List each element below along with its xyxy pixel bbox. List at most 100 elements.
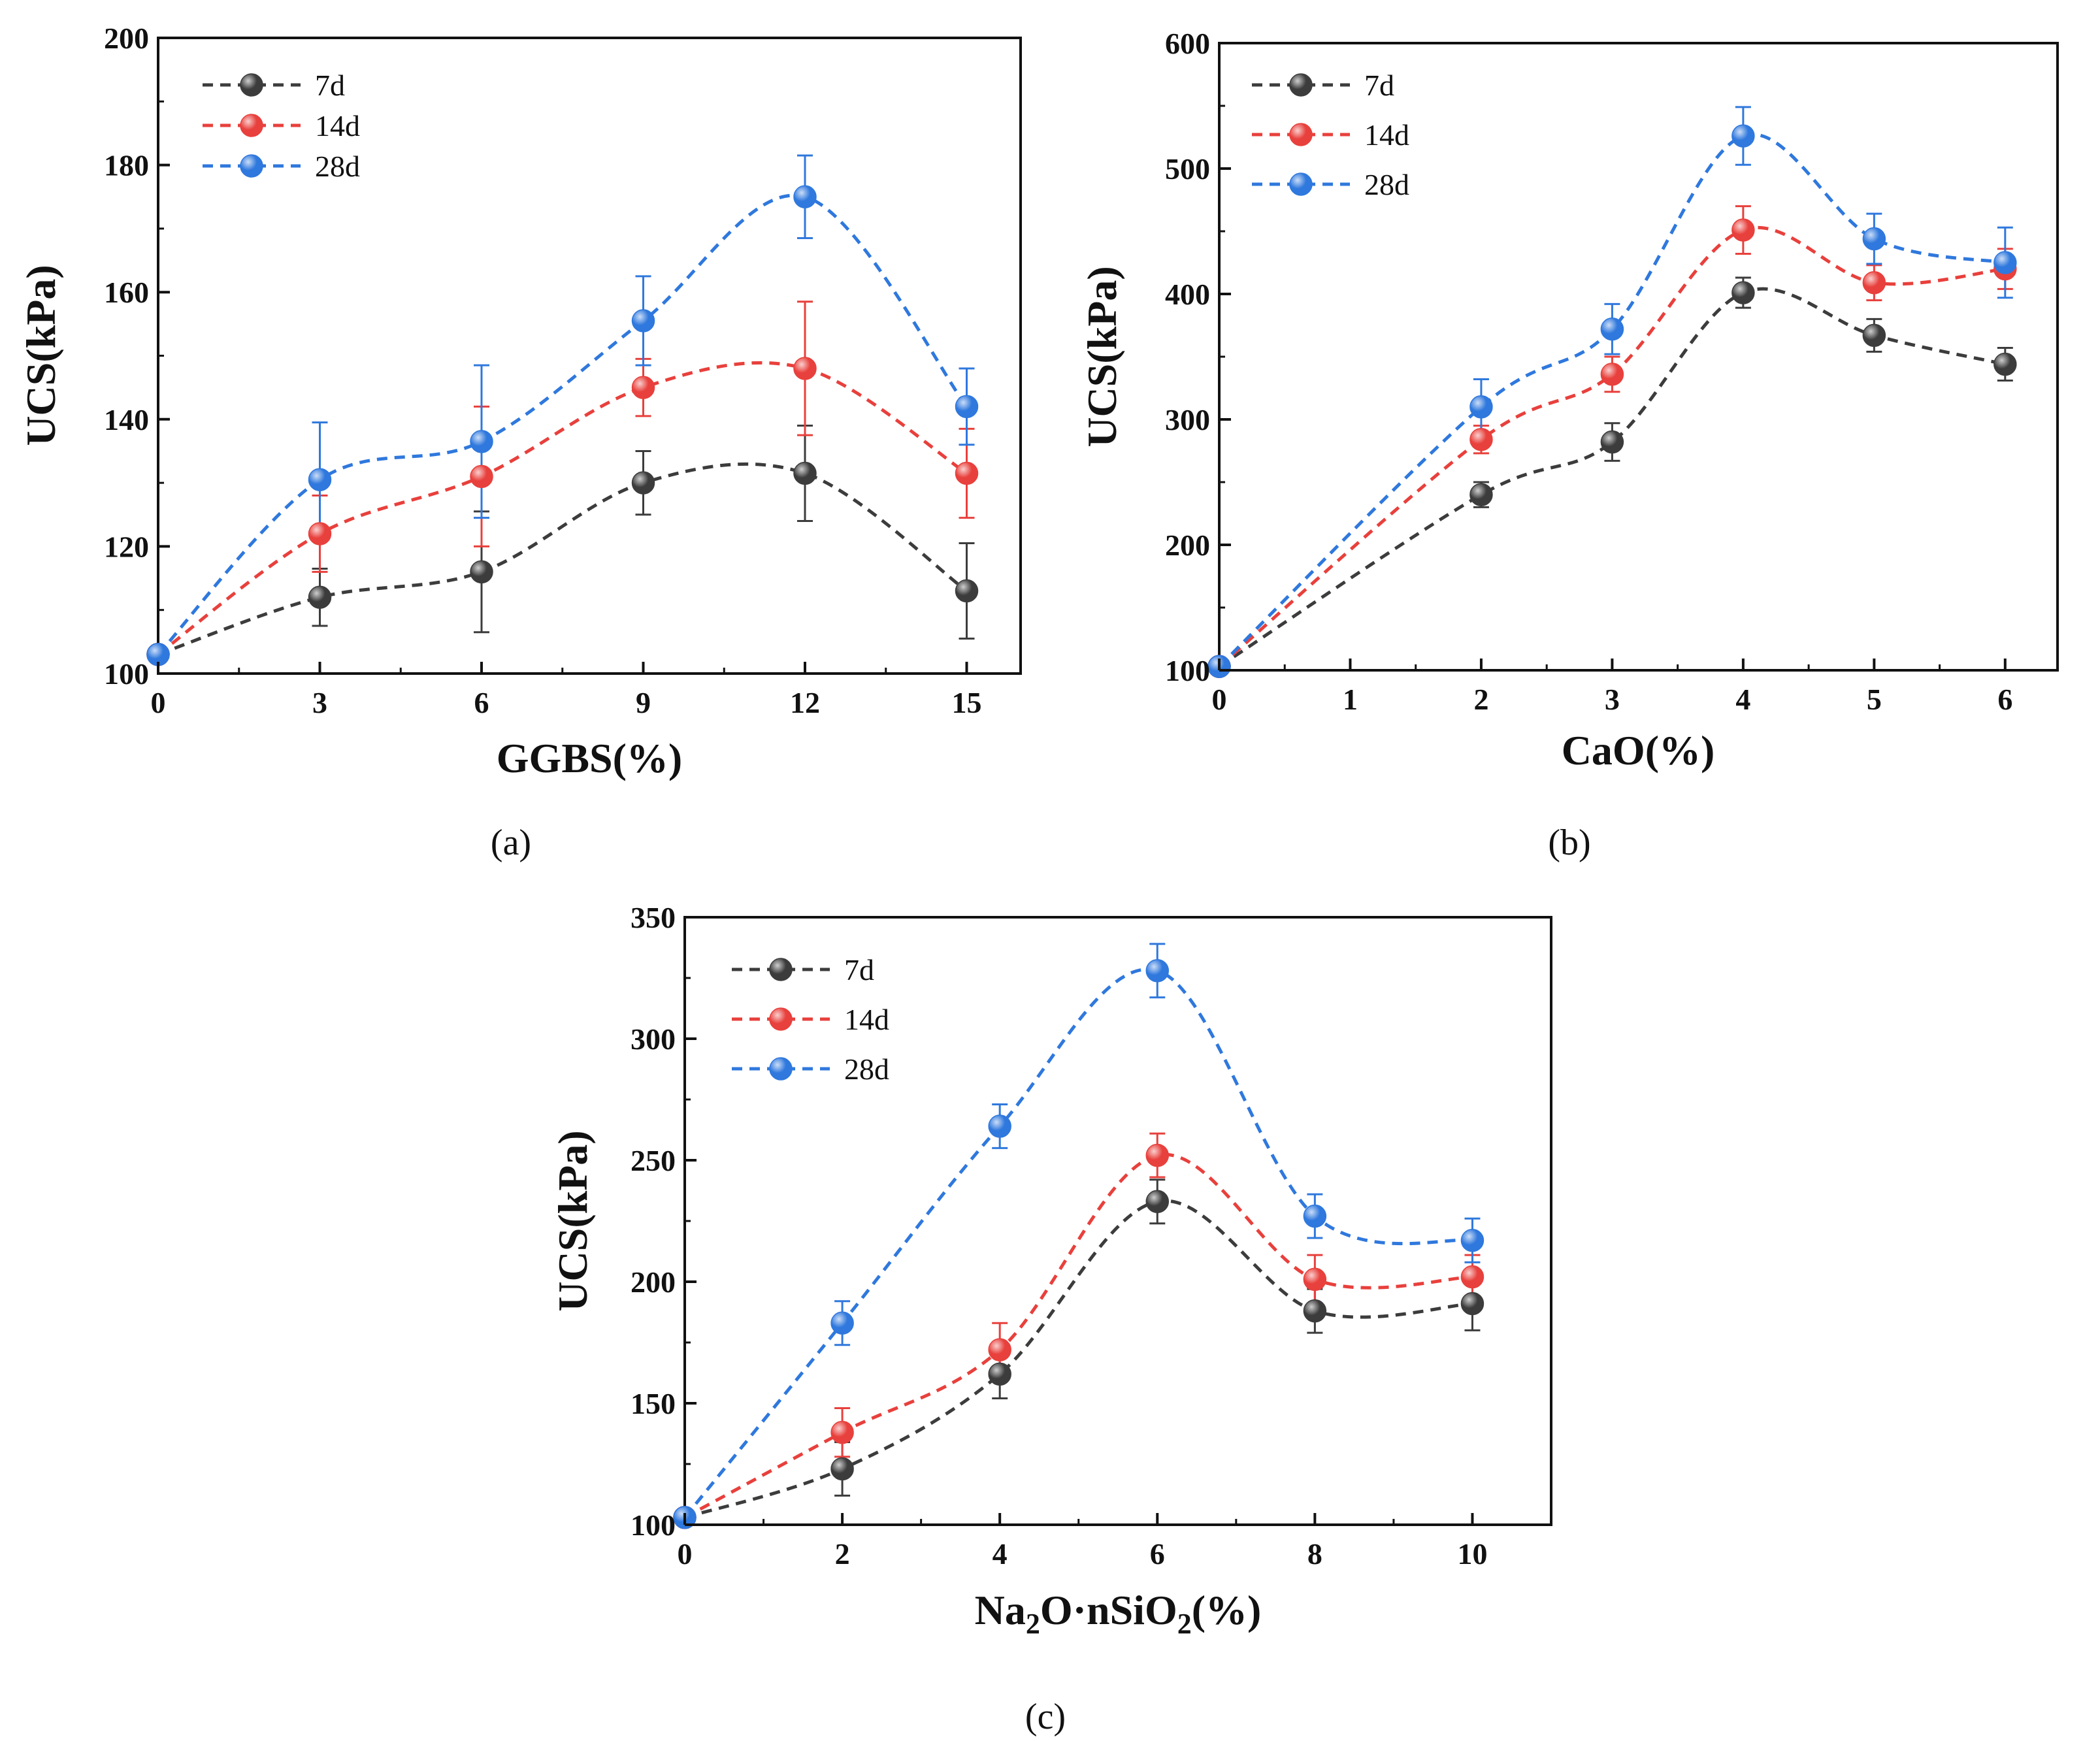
data-point-28d <box>470 430 493 453</box>
panel-label-b: (b) <box>1548 822 1590 863</box>
series-line-28d <box>157 193 968 656</box>
y-tick-label: 600 <box>1165 27 1210 60</box>
x-tick-label: 12 <box>790 686 820 719</box>
y-tick-label: 200 <box>631 1265 676 1299</box>
y-tick-label: 500 <box>1165 152 1210 186</box>
chart-panel-b: 0 1 2 3 4 5 6 100 200 300 400 500 600 7d 14d 28d CaO(%… <box>1079 27 2059 863</box>
y-tick-label: 350 <box>631 901 676 934</box>
data-point-28d <box>1993 251 2017 274</box>
data-point-7d <box>1600 430 1624 454</box>
x-tick-label: 0 <box>1212 683 1227 716</box>
plot-frame-b <box>1218 42 2059 672</box>
x-tick-label: 2 <box>835 1537 850 1570</box>
y-tick-label: 300 <box>1165 403 1210 436</box>
legend-label-7d: 7d <box>315 69 345 102</box>
data-point-7d <box>308 585 332 609</box>
legend-label-14d: 14d <box>1364 118 1409 152</box>
legend-marker-28d <box>240 154 263 178</box>
legend-label-28d: 28d <box>1364 168 1409 201</box>
data-point-14d <box>830 1420 854 1444</box>
data-point-28d <box>308 468 332 491</box>
series-group-c <box>673 943 1485 1529</box>
data-point-28d <box>1731 124 1755 148</box>
x-tick-label: 6 <box>1997 683 2012 716</box>
x-tick-label: 4 <box>1735 683 1750 716</box>
data-point-7d <box>955 579 979 603</box>
series-line-14d <box>683 1152 1473 1520</box>
series-group-a <box>146 154 979 666</box>
x-axis-title-b: CaO(%) <box>1562 727 1715 773</box>
y-tick-label: 150 <box>631 1387 676 1420</box>
x-tick-label: 0 <box>151 686 166 719</box>
x-title-c-mid: O·nSiO <box>1040 1587 1177 1633</box>
data-point-28d <box>1460 1229 1485 1252</box>
plot-frame-a <box>157 37 1022 675</box>
chart-panel-a: 0 3 6 9 12 15 100 120 140 160 180 200 7d 14d 28d GGBS… <box>18 22 1022 863</box>
legend-marker-14d <box>240 114 263 137</box>
legend-marker-28d <box>1289 172 1313 196</box>
legend-marker-7d <box>1289 73 1313 97</box>
data-point-7d <box>1993 352 2017 376</box>
data-point-7d <box>793 461 817 485</box>
series-line-7d <box>684 1199 1473 1520</box>
data-point-14d <box>308 522 332 545</box>
series-line-28d <box>1218 133 2006 668</box>
data-point-14d <box>1469 427 1493 451</box>
data-point-14d <box>470 464 493 489</box>
data-point-14d <box>1600 363 1624 386</box>
series-line-14d <box>157 361 968 656</box>
data-point-28d <box>1600 317 1624 341</box>
y-tick-label: 200 <box>104 22 149 55</box>
y-tick-label: 300 <box>631 1022 676 1056</box>
x-tick-label: 2 <box>1473 683 1488 716</box>
legend-marker-14d <box>1289 123 1313 146</box>
series-line-7d <box>157 462 968 657</box>
tick-group-c: 0 2 4 6 8 10 100 150 200 250 300 350 <box>631 901 1487 1570</box>
y-tick-label: 200 <box>1165 529 1210 562</box>
data-point-7d <box>631 471 655 495</box>
x-axis-title-c: Na2O·nSiO2(%) <box>975 1587 1262 1640</box>
data-point-14d <box>1303 1267 1327 1292</box>
x-tick-label: 15 <box>952 686 982 719</box>
legend-marker-7d <box>769 958 793 981</box>
y-tick-label: 180 <box>104 149 149 182</box>
legend-marker-14d <box>769 1007 793 1031</box>
x-title-c-end: (%) <box>1192 1587 1262 1633</box>
data-point-28d <box>631 309 655 333</box>
data-point-28d <box>1862 227 1886 251</box>
legend-c: 7d 14d 28d <box>732 953 889 1086</box>
y-tick-label: 120 <box>104 530 149 563</box>
data-point-14d <box>793 357 817 380</box>
data-point-14d <box>988 1338 1011 1361</box>
y-tick-label: 250 <box>631 1144 676 1177</box>
tick-group-a: 0 3 6 9 12 15 100 120 140 160 180 200 <box>104 22 982 719</box>
y-tick-label: 100 <box>104 657 149 691</box>
data-point-14d <box>1145 1143 1170 1167</box>
y-axis-title-a: UCS(kPa) <box>18 265 64 446</box>
legend-label-7d: 7d <box>1364 69 1394 102</box>
x-tick-label: 6 <box>474 686 489 719</box>
y-axis-title-b: UCS(kPa) <box>1079 266 1125 447</box>
plot-frame-c <box>683 916 1552 1526</box>
data-point-14d <box>955 461 979 485</box>
x-tick-label: 1 <box>1343 683 1358 716</box>
panel-label-c: (c) <box>1025 1697 1066 1737</box>
y-tick-label: 160 <box>104 276 149 309</box>
x-tick-label: 3 <box>1605 683 1620 716</box>
data-point-14d <box>1460 1265 1485 1289</box>
x-axis-title-a: GGBS(%) <box>497 735 682 781</box>
x-title-c-sub2: 2 <box>1177 1608 1192 1640</box>
data-point-7d <box>1469 483 1493 506</box>
legend-marker-7d <box>240 73 263 97</box>
y-axis-title-c: UCS(kPa) <box>550 1130 596 1311</box>
data-point-28d <box>1145 959 1170 983</box>
data-point-7d <box>988 1362 1011 1386</box>
data-point-28d <box>830 1311 854 1335</box>
x-tick-label: 4 <box>993 1537 1008 1570</box>
data-point-7d <box>830 1457 854 1481</box>
legend-marker-28d <box>769 1057 793 1081</box>
data-point-7d <box>1460 1292 1485 1316</box>
series-line-28d <box>683 968 1473 1519</box>
